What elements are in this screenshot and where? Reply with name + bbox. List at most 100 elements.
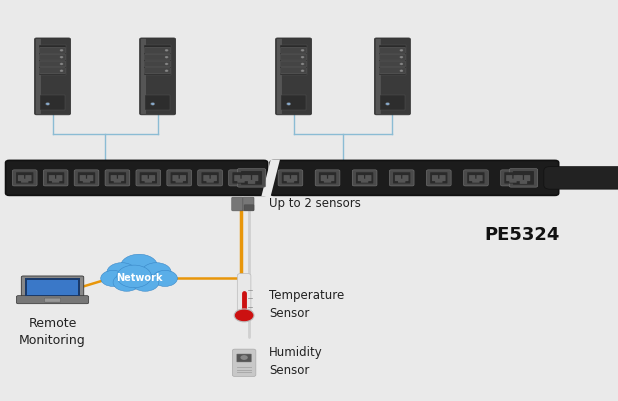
FancyBboxPatch shape (242, 176, 248, 182)
FancyBboxPatch shape (472, 179, 480, 183)
FancyBboxPatch shape (87, 176, 93, 182)
FancyBboxPatch shape (47, 173, 64, 184)
FancyBboxPatch shape (284, 176, 290, 182)
FancyBboxPatch shape (16, 173, 33, 184)
FancyBboxPatch shape (389, 170, 414, 186)
Text: PE5324: PE5324 (485, 226, 560, 243)
FancyBboxPatch shape (379, 55, 405, 61)
Circle shape (234, 309, 254, 322)
FancyBboxPatch shape (328, 176, 334, 182)
FancyBboxPatch shape (379, 48, 405, 54)
FancyBboxPatch shape (44, 298, 61, 302)
FancyBboxPatch shape (361, 179, 368, 183)
FancyBboxPatch shape (280, 46, 307, 76)
FancyBboxPatch shape (232, 198, 243, 211)
FancyBboxPatch shape (393, 173, 410, 184)
Text: Up to 2 sensors: Up to 2 sensors (269, 196, 361, 209)
Circle shape (400, 64, 403, 66)
FancyBboxPatch shape (281, 48, 307, 54)
FancyBboxPatch shape (544, 167, 618, 190)
FancyBboxPatch shape (140, 173, 157, 184)
Circle shape (107, 263, 137, 282)
FancyBboxPatch shape (270, 161, 559, 196)
FancyBboxPatch shape (145, 69, 171, 75)
FancyBboxPatch shape (6, 161, 268, 196)
FancyBboxPatch shape (248, 180, 255, 184)
FancyBboxPatch shape (358, 176, 364, 182)
FancyBboxPatch shape (105, 170, 130, 186)
FancyBboxPatch shape (145, 55, 171, 61)
FancyBboxPatch shape (109, 173, 126, 184)
Circle shape (60, 50, 63, 52)
FancyBboxPatch shape (206, 179, 214, 183)
FancyBboxPatch shape (203, 176, 210, 182)
FancyBboxPatch shape (402, 176, 408, 182)
FancyBboxPatch shape (281, 95, 307, 111)
FancyBboxPatch shape (276, 39, 311, 115)
FancyBboxPatch shape (281, 62, 307, 68)
Circle shape (301, 57, 304, 59)
FancyBboxPatch shape (145, 62, 171, 68)
Circle shape (46, 103, 50, 106)
Circle shape (165, 64, 168, 66)
FancyBboxPatch shape (324, 179, 331, 183)
Circle shape (101, 271, 125, 287)
FancyBboxPatch shape (12, 170, 37, 186)
Circle shape (153, 271, 177, 287)
FancyBboxPatch shape (39, 46, 66, 76)
FancyBboxPatch shape (315, 170, 340, 186)
FancyBboxPatch shape (145, 48, 171, 54)
FancyBboxPatch shape (245, 176, 251, 182)
FancyBboxPatch shape (145, 179, 152, 183)
Circle shape (400, 57, 403, 59)
FancyBboxPatch shape (524, 176, 530, 182)
FancyBboxPatch shape (435, 179, 442, 183)
FancyBboxPatch shape (74, 170, 99, 186)
FancyBboxPatch shape (171, 173, 188, 184)
FancyBboxPatch shape (513, 172, 534, 185)
Circle shape (386, 103, 390, 106)
FancyBboxPatch shape (469, 176, 475, 182)
FancyBboxPatch shape (40, 48, 66, 54)
FancyBboxPatch shape (141, 40, 146, 115)
FancyBboxPatch shape (145, 95, 171, 111)
FancyBboxPatch shape (278, 170, 303, 186)
Circle shape (165, 50, 168, 52)
FancyBboxPatch shape (111, 176, 117, 182)
FancyBboxPatch shape (21, 276, 84, 299)
FancyBboxPatch shape (114, 179, 121, 183)
FancyBboxPatch shape (509, 169, 538, 188)
FancyBboxPatch shape (243, 198, 254, 211)
Circle shape (132, 274, 159, 292)
FancyBboxPatch shape (432, 176, 438, 182)
Circle shape (165, 57, 168, 59)
FancyBboxPatch shape (237, 274, 251, 316)
FancyBboxPatch shape (232, 173, 250, 184)
FancyBboxPatch shape (379, 95, 405, 111)
FancyBboxPatch shape (56, 176, 62, 182)
FancyBboxPatch shape (281, 69, 307, 75)
FancyBboxPatch shape (509, 179, 517, 183)
Text: Remote
Monitoring: Remote Monitoring (19, 316, 86, 346)
FancyBboxPatch shape (504, 173, 522, 184)
FancyBboxPatch shape (375, 39, 410, 115)
Circle shape (60, 64, 63, 66)
FancyBboxPatch shape (237, 354, 252, 362)
FancyBboxPatch shape (439, 176, 446, 182)
Circle shape (142, 263, 171, 282)
Text: Humidity
Sensor: Humidity Sensor (269, 345, 323, 377)
FancyBboxPatch shape (17, 296, 89, 304)
Circle shape (117, 265, 151, 288)
FancyBboxPatch shape (291, 176, 297, 182)
FancyBboxPatch shape (18, 176, 24, 182)
FancyBboxPatch shape (176, 179, 183, 183)
FancyBboxPatch shape (25, 176, 32, 182)
FancyBboxPatch shape (40, 62, 66, 68)
FancyBboxPatch shape (379, 46, 406, 76)
FancyBboxPatch shape (398, 179, 405, 183)
FancyBboxPatch shape (395, 176, 401, 182)
FancyBboxPatch shape (229, 170, 253, 186)
FancyBboxPatch shape (25, 279, 80, 297)
Circle shape (240, 355, 248, 360)
FancyBboxPatch shape (49, 176, 55, 182)
